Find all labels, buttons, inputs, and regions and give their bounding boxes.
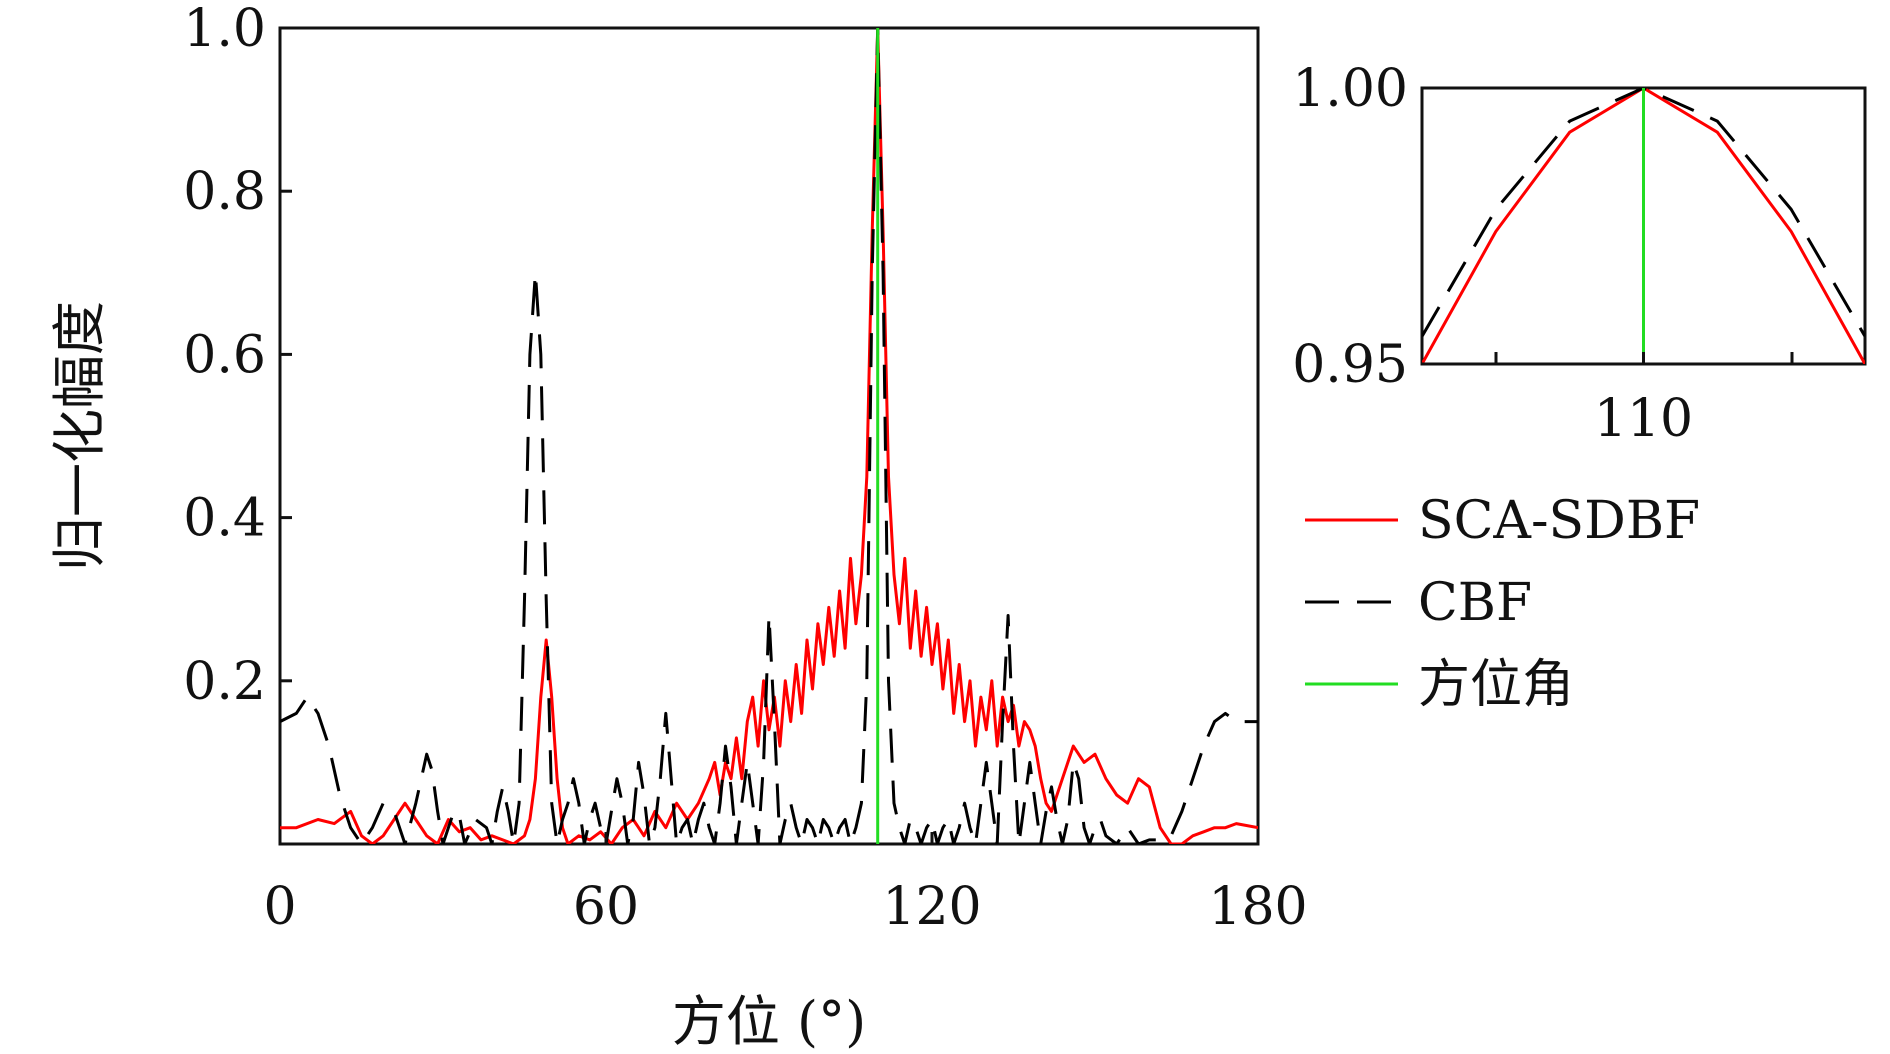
main-tick-layer: 0 60 120 180 0.2 0.4 0.6 0.8 1.0: [183, 0, 1307, 937]
inset-tick-layer: 110 0.95 1.00: [1292, 59, 1794, 449]
main-y-tick-label: 0.6: [183, 325, 266, 385]
legend: SCA-SDBF CBF 方位角: [1305, 491, 1700, 715]
inset-series-line-0: [1422, 88, 1865, 364]
legend-label: CBF: [1418, 573, 1532, 633]
main-series-line-0: [280, 28, 1258, 844]
x-axis-label: 方位 (°): [672, 990, 866, 1053]
main-plot: 0 60 120 180 0.2 0.4 0.6 0.8 1.0 方位 (°) 归一化幅度: [48, 0, 1308, 1053]
legend-label: 方位角: [1418, 655, 1574, 715]
main-y-tick-label: 0.2: [183, 652, 266, 712]
y-axis-label: 归一化幅度: [48, 301, 111, 571]
main-series-layer: [280, 28, 1258, 844]
main-x-tick-label: 0: [263, 877, 296, 937]
inset-x-tick-label: 110: [1594, 389, 1693, 449]
inset-plot: 110 0.95 1.00: [1292, 59, 1867, 449]
main-series-line-1: [280, 28, 1258, 844]
main-x-tick-label: 60: [573, 877, 639, 937]
main-y-tick-label: 0.8: [183, 162, 266, 222]
main-x-tick-label: 120: [882, 877, 981, 937]
inset-series-line-1: [1422, 88, 1865, 338]
inset-y-tick-label: 0.95: [1292, 335, 1408, 395]
inset-y-tick-label: 1.00: [1292, 59, 1408, 119]
main-y-tick-label: 0.4: [183, 489, 266, 549]
main-x-tick-label: 180: [1208, 877, 1307, 937]
legend-label: SCA-SDBF: [1418, 491, 1700, 551]
main-plot-frame: [278, 26, 1260, 846]
inset-series-layer: [1422, 88, 1865, 364]
main-y-tick-label: 1.0: [183, 0, 266, 59]
